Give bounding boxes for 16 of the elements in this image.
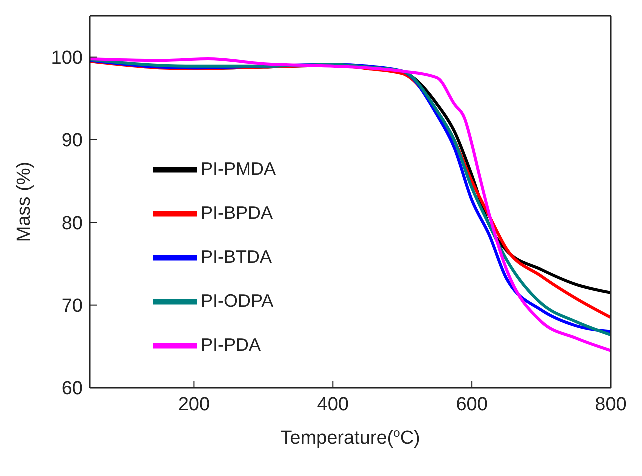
x-axis-title: Temperature($^{o}$C) [280,426,420,449]
legend-label: PI-BPDA [201,202,274,223]
x-tick-label: 200 [178,394,210,416]
legend-label: PI-BTDA [201,246,272,267]
x-tick-label: 800 [595,394,627,416]
y-axis-title: Mass (%) [14,162,35,242]
legend-label: PI-ODPA [201,290,274,311]
legend-label: PI-PDA [201,334,262,355]
x-tick-label: 600 [456,394,488,416]
legend-label: PI-PMDA [201,158,276,179]
y-tick-label: 80 [62,213,83,234]
y-tick-label: 100 [51,48,83,70]
y-tick-label: 60 [62,378,83,400]
y-tick-label: 90 [62,130,83,152]
x-tick-label: 400 [317,394,349,416]
y-tick-label: 70 [62,296,83,318]
